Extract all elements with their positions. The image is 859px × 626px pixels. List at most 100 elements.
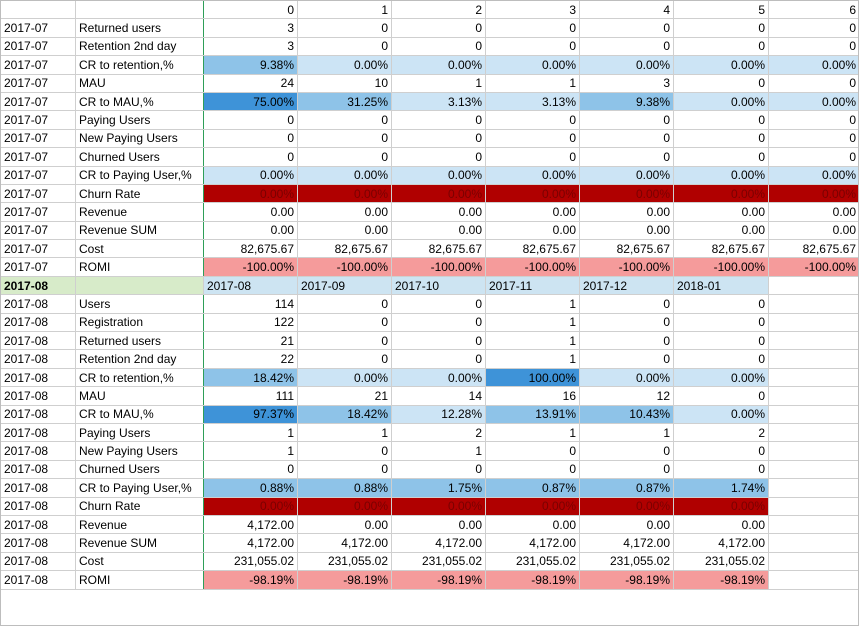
value-cell[interactable]: 0: [673, 18, 769, 38]
value-cell[interactable]: 31.25%: [297, 91, 392, 112]
row-date-cell[interactable]: 2017-08: [0, 312, 76, 333]
row-metric-label[interactable]: ROMI: [75, 570, 204, 590]
value-cell[interactable]: 1: [297, 422, 392, 443]
value-cell[interactable]: -100.00%: [203, 257, 298, 277]
value-cell[interactable]: 0.88%: [203, 478, 298, 498]
value-cell[interactable]: 0: [673, 110, 769, 130]
value-cell[interactable]: 0.00%: [297, 165, 392, 185]
row-date-cell[interactable]: 2017-08: [0, 422, 76, 443]
value-cell[interactable]: 82,675.67: [485, 239, 580, 259]
value-cell[interactable]: 0.00%: [673, 91, 769, 112]
value-cell[interactable]: 0: [203, 459, 298, 480]
value-cell[interactable]: 82,675.67: [203, 239, 298, 259]
value-cell[interactable]: 0: [768, 110, 859, 130]
row-metric-label[interactable]: MAU: [75, 386, 204, 406]
value-cell[interactable]: -98.19%: [391, 570, 486, 590]
row-metric-label[interactable]: CR to retention,%: [75, 367, 204, 388]
value-cell[interactable]: 4,172.00: [391, 533, 486, 553]
value-cell[interactable]: -100.00%: [579, 257, 674, 277]
row-date-cell[interactable]: 2017-08: [0, 367, 76, 388]
value-cell[interactable]: 0: [391, 312, 486, 333]
value-cell[interactable]: 0: [203, 110, 298, 130]
empty-cell[interactable]: [768, 312, 859, 333]
value-cell[interactable]: 22: [203, 349, 298, 369]
value-cell[interactable]: 1: [485, 331, 580, 351]
value-cell[interactable]: 0: [673, 459, 769, 480]
row-date-cell[interactable]: 2017-08: [0, 459, 76, 480]
value-cell[interactable]: 0: [485, 18, 580, 38]
value-cell[interactable]: 231,055.02: [579, 551, 674, 572]
value-cell[interactable]: 0: [579, 312, 674, 333]
value-cell[interactable]: 0: [297, 312, 392, 333]
value-cell[interactable]: 12.28%: [391, 404, 486, 424]
value-cell[interactable]: 1: [485, 349, 580, 369]
value-cell[interactable]: 0: [391, 294, 486, 314]
value-cell[interactable]: 0.88%: [297, 478, 392, 498]
row-date-cell[interactable]: 2017-07: [0, 91, 76, 112]
value-cell[interactable]: 0: [673, 349, 769, 369]
row-metric-label[interactable]: CR to MAU,%: [75, 404, 204, 424]
value-cell[interactable]: 0: [485, 147, 580, 167]
value-cell[interactable]: 13.91%: [485, 404, 580, 424]
value-cell[interactable]: 0.00%: [768, 55, 859, 75]
value-cell[interactable]: 0.00%: [673, 55, 769, 75]
row-metric-label[interactable]: New Paying Users: [75, 441, 204, 461]
value-cell[interactable]: 0.00%: [673, 404, 769, 424]
value-cell[interactable]: 18.42%: [203, 367, 298, 388]
row-metric-label[interactable]: Churn Rate: [75, 183, 204, 204]
value-cell[interactable]: 0: [579, 331, 674, 351]
value-cell[interactable]: 0.00%: [485, 496, 580, 516]
value-cell[interactable]: 1: [485, 73, 580, 93]
row-date-cell[interactable]: 2017-08: [0, 386, 76, 406]
value-cell[interactable]: 0: [579, 294, 674, 314]
value-cell[interactable]: 0.00: [297, 202, 392, 222]
value-cell[interactable]: 0: [673, 128, 769, 149]
value-cell[interactable]: 1: [485, 312, 580, 333]
value-cell[interactable]: 0.00%: [579, 367, 674, 388]
value-cell[interactable]: 4,172.00: [673, 533, 769, 553]
value-cell[interactable]: 0.00%: [579, 55, 674, 75]
value-cell[interactable]: 0: [391, 110, 486, 130]
row-metric-label[interactable]: Revenue SUM: [75, 220, 204, 241]
value-cell[interactable]: 231,055.02: [203, 551, 298, 572]
value-cell[interactable]: 0: [391, 128, 486, 149]
value-cell[interactable]: 3: [203, 18, 298, 38]
value-cell[interactable]: 0.00: [391, 202, 486, 222]
row-date-cell[interactable]: 2017-07: [0, 183, 76, 204]
value-cell[interactable]: 1: [203, 441, 298, 461]
header-cell[interactable]: 2: [391, 0, 486, 20]
row-date-cell[interactable]: 2017-07: [0, 202, 76, 222]
value-cell[interactable]: 21: [203, 331, 298, 351]
row-metric-label[interactable]: MAU: [75, 73, 204, 93]
row-metric-label[interactable]: Revenue: [75, 514, 204, 535]
empty-cell[interactable]: [768, 459, 859, 480]
value-cell[interactable]: 231,055.02: [297, 551, 392, 572]
value-cell[interactable]: 0.00: [203, 202, 298, 222]
value-cell[interactable]: 1: [579, 422, 674, 443]
value-cell[interactable]: -100.00%: [673, 257, 769, 277]
value-cell[interactable]: 0: [297, 128, 392, 149]
month-header-cell[interactable]: 2017-11: [485, 275, 580, 296]
value-cell[interactable]: 0: [391, 331, 486, 351]
row-metric-label[interactable]: Users: [75, 294, 204, 314]
value-cell[interactable]: 1: [391, 441, 486, 461]
value-cell[interactable]: 0: [673, 147, 769, 167]
value-cell[interactable]: 0.00%: [391, 55, 486, 75]
value-cell[interactable]: 0: [485, 36, 580, 57]
value-cell[interactable]: 0: [768, 128, 859, 149]
empty-cell[interactable]: [768, 533, 859, 553]
row-date-cell[interactable]: 2017-08: [0, 478, 76, 498]
value-cell[interactable]: 0.00: [673, 220, 769, 241]
value-cell[interactable]: 0: [579, 441, 674, 461]
value-cell[interactable]: 97.37%: [203, 404, 298, 424]
value-cell[interactable]: 0.00%: [203, 496, 298, 516]
row-metric-label[interactable]: New Paying Users: [75, 128, 204, 149]
value-cell[interactable]: 0: [579, 349, 674, 369]
header-cell[interactable]: 1: [297, 0, 392, 20]
value-cell[interactable]: 0.00: [391, 514, 486, 535]
value-cell[interactable]: 1: [485, 422, 580, 443]
row-metric-label[interactable]: CR to Paying User,%: [75, 165, 204, 185]
value-cell[interactable]: -98.19%: [673, 570, 769, 590]
value-cell[interactable]: 0.00%: [485, 165, 580, 185]
value-cell[interactable]: -98.19%: [203, 570, 298, 590]
